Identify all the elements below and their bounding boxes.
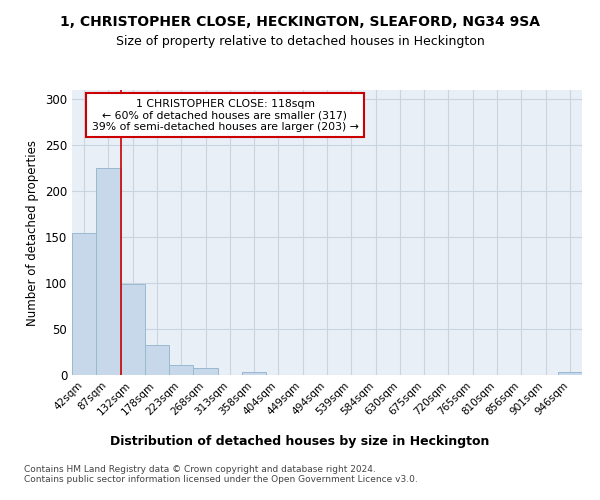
Bar xyxy=(558,372,582,375)
Bar xyxy=(169,365,193,375)
Text: 1, CHRISTOPHER CLOSE, HECKINGTON, SLEAFORD, NG34 9SA: 1, CHRISTOPHER CLOSE, HECKINGTON, SLEAFO… xyxy=(60,15,540,29)
Text: Size of property relative to detached houses in Heckington: Size of property relative to detached ho… xyxy=(116,35,484,48)
Text: Distribution of detached houses by size in Heckington: Distribution of detached houses by size … xyxy=(110,435,490,448)
Text: Contains HM Land Registry data © Crown copyright and database right 2024.
Contai: Contains HM Land Registry data © Crown c… xyxy=(24,465,418,484)
Bar xyxy=(121,284,145,375)
Bar xyxy=(193,368,218,375)
Y-axis label: Number of detached properties: Number of detached properties xyxy=(26,140,40,326)
Bar xyxy=(72,232,96,375)
Bar xyxy=(145,344,169,375)
Bar xyxy=(242,372,266,375)
Text: 1 CHRISTOPHER CLOSE: 118sqm
← 60% of detached houses are smaller (317)
39% of se: 1 CHRISTOPHER CLOSE: 118sqm ← 60% of det… xyxy=(92,98,358,132)
Bar xyxy=(96,168,121,375)
